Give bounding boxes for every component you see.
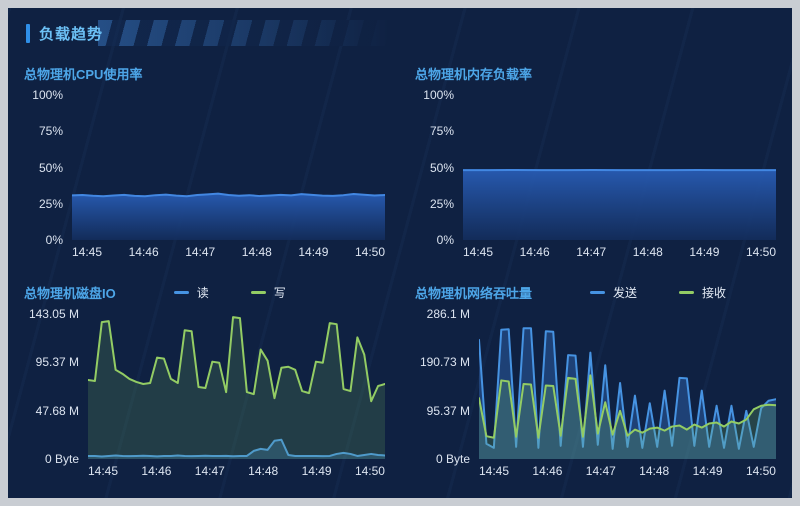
y-tick-label: 25% xyxy=(429,196,454,211)
legend-marker-write xyxy=(250,290,266,294)
x-tick-label: 14:46 xyxy=(532,464,563,478)
legend-item-receive[interactable]: 接收 xyxy=(679,284,726,301)
x-tick-label: 14:49 xyxy=(298,245,329,259)
memory-load-chart-body: 100% 75% 50% 25% 0% 14:45 14:46 14:47 14:48 14:4… xyxy=(415,88,776,259)
x-tick-label: 14:50 xyxy=(745,464,776,478)
memory-load-panel: 总物理机内存负载率 100% 75% 50% 25% 0% 14:45 14:46 14:4… xyxy=(415,64,776,259)
x-tick-label: 14:50 xyxy=(354,245,385,259)
network-y-axis: 286.1 M 190.73 M 95.37 M 0 Byte xyxy=(415,307,479,466)
disk-io-plot-area: 14:45 14:46 14:47 14:48 14:49 14:50 xyxy=(88,314,385,478)
y-tick-label: 0 Byte xyxy=(44,452,79,466)
memory-y-axis: 100% 75% 50% 25% 0% xyxy=(415,88,463,247)
legend-label-read: 读 xyxy=(196,285,209,300)
network-throughput-panel: 总物理机网络吞吐量 发送 接收 286.1 M 190.73 M 95.37 M 0 … xyxy=(415,283,776,478)
network-throughput-panel-head: 总物理机网络吞吐量 发送 接收 xyxy=(415,283,776,301)
y-tick-label: 50% xyxy=(38,160,63,175)
disk-io-legend: 读 写 xyxy=(173,284,286,301)
x-tick-label: 14:48 xyxy=(241,245,272,259)
chart-title-disk-io: 总物理机磁盘IO xyxy=(24,285,116,301)
legend-marker-receive xyxy=(679,290,695,294)
cpu-usage-chart-body: 100% 75% 50% 25% 0% 14:45 14:46 14:47 14:48 14:4… xyxy=(24,88,385,259)
x-tick-label: 14:50 xyxy=(354,464,385,478)
y-tick-label: 95.37 M xyxy=(426,403,470,418)
disk-io-y-axis: 143.05 M 95.37 M 47.68 M 0 Byte xyxy=(24,307,88,466)
x-tick-label: 14:49 xyxy=(692,464,723,478)
x-tick-label: 14:46 xyxy=(128,245,159,259)
y-tick-label: 75% xyxy=(429,124,454,139)
chart-title-cpu: 总物理机CPU使用率 xyxy=(24,66,143,82)
network-legend: 发送 接收 xyxy=(590,284,726,301)
y-tick-label: 100% xyxy=(423,88,454,102)
x-tick-label: 14:47 xyxy=(576,245,607,259)
cpu-usage-panel-head: 总物理机CPU使用率 xyxy=(24,64,385,82)
header-accent-bar xyxy=(26,23,30,43)
x-tick-label: 14:47 xyxy=(185,245,216,259)
charts-grid: 总物理机CPU使用率 100% 75% 50% 25% 0% 14:45 14:46 14:… xyxy=(24,64,776,478)
x-tick-label: 14:49 xyxy=(301,464,332,478)
y-tick-label: 143.05 M xyxy=(28,307,79,321)
network-x-axis: 14:45 14:46 14:47 14:48 14:49 14:50 xyxy=(479,464,776,478)
cpu-x-axis: 14:45 14:46 14:47 14:48 14:49 14:50 xyxy=(72,245,385,259)
legend-item-write[interactable]: 写 xyxy=(250,284,286,301)
legend-marker-read xyxy=(173,290,189,294)
y-tick-label: 100% xyxy=(32,88,63,102)
y-tick-label: 190.73 M xyxy=(419,355,470,370)
legend-label-write: 写 xyxy=(273,285,286,300)
cpu-plot-area: 14:45 14:46 14:47 14:48 14:49 14:50 xyxy=(72,95,385,259)
y-tick-label: 75% xyxy=(38,124,63,139)
disk-io-chart xyxy=(88,314,385,459)
x-tick-label: 14:45 xyxy=(88,464,119,478)
x-tick-label: 14:48 xyxy=(632,245,663,259)
x-tick-label: 14:47 xyxy=(585,464,616,478)
y-tick-label: 0% xyxy=(45,233,63,247)
cpu-usage-panel: 总物理机CPU使用率 100% 75% 50% 25% 0% 14:45 14:46 14:… xyxy=(24,64,385,259)
memory-x-axis: 14:45 14:46 14:47 14:48 14:49 14:50 xyxy=(463,245,776,259)
x-tick-label: 14:48 xyxy=(639,464,670,478)
memory-load-panel-head: 总物理机内存负载率 xyxy=(415,64,776,82)
memory-plot-area: 14:45 14:46 14:47 14:48 14:49 14:50 xyxy=(463,95,776,259)
x-tick-label: 14:48 xyxy=(248,464,279,478)
legend-item-send[interactable]: 发送 xyxy=(590,284,637,301)
memory-load-chart xyxy=(463,95,776,240)
y-tick-label: 0 Byte xyxy=(435,452,470,466)
x-tick-label: 14:45 xyxy=(463,245,494,259)
cpu-y-axis: 100% 75% 50% 25% 0% xyxy=(24,88,72,247)
page-title: 负载趋势 xyxy=(39,25,104,43)
legend-label-receive: 接收 xyxy=(702,285,727,300)
x-tick-label: 14:45 xyxy=(72,245,103,259)
network-throughput-chart xyxy=(479,314,776,459)
legend-marker-send xyxy=(590,290,606,294)
y-tick-label: 25% xyxy=(38,196,63,211)
legend-label-send: 发送 xyxy=(613,285,638,300)
cpu-usage-chart xyxy=(72,95,385,240)
chart-title-memory: 总物理机内存负载率 xyxy=(415,66,533,82)
y-tick-label: 286.1 M xyxy=(426,307,470,321)
x-tick-label: 14:47 xyxy=(194,464,225,478)
header-stripes-decoration xyxy=(98,20,398,46)
x-tick-label: 14:46 xyxy=(141,464,172,478)
disk-io-x-axis: 14:45 14:46 14:47 14:48 14:49 14:50 xyxy=(88,464,385,478)
legend-item-read[interactable]: 读 xyxy=(173,284,209,301)
network-plot-area: 14:45 14:46 14:47 14:48 14:49 14:50 xyxy=(479,314,776,478)
x-tick-label: 14:50 xyxy=(745,245,776,259)
x-tick-label: 14:46 xyxy=(519,245,550,259)
y-tick-label: 0% xyxy=(436,233,454,247)
section-header: 负载趋势 xyxy=(26,20,776,46)
x-tick-label: 14:45 xyxy=(479,464,510,478)
y-tick-label: 47.68 M xyxy=(35,403,79,418)
y-tick-label: 95.37 M xyxy=(35,355,79,370)
chart-title-network: 总物理机网络吞吐量 xyxy=(415,285,533,301)
x-tick-label: 14:49 xyxy=(689,245,720,259)
disk-io-panel-head: 总物理机磁盘IO 读 写 xyxy=(24,283,385,301)
disk-io-panel: 总物理机磁盘IO 读 写 143.05 M 95.37 M 47.68 M 0 Byt… xyxy=(24,283,385,478)
y-tick-label: 50% xyxy=(429,160,454,175)
